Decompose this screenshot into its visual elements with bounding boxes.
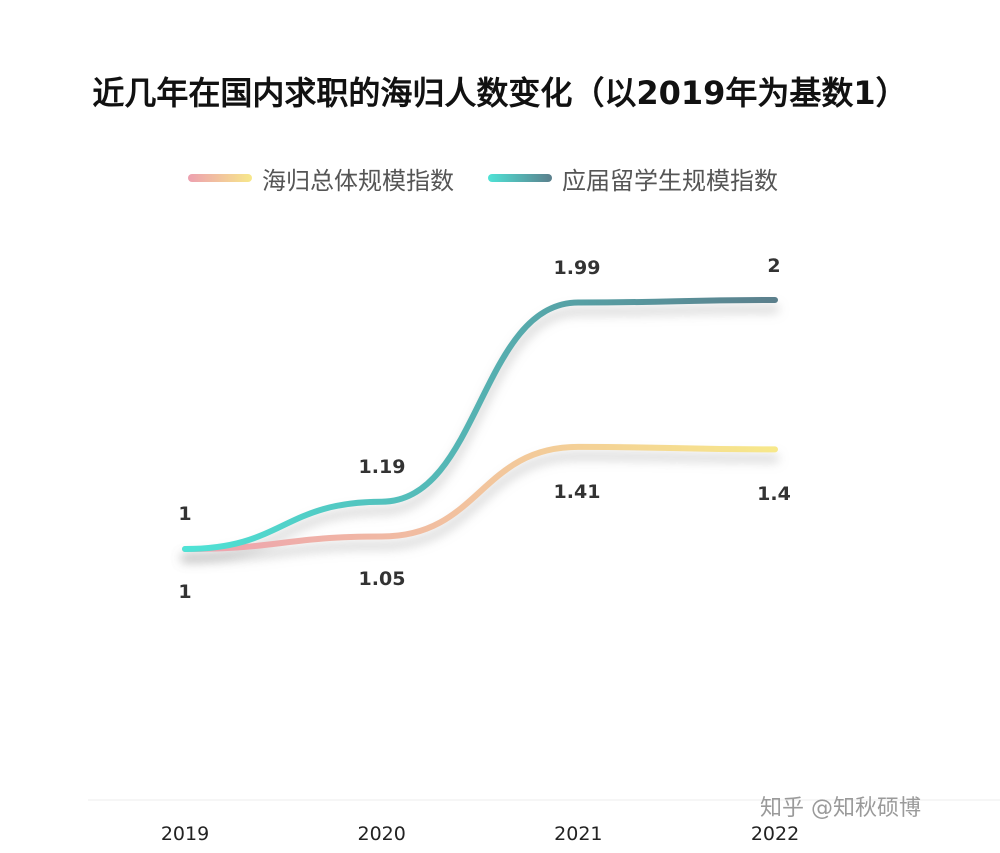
chart-title: 近几年在国内求职的海归人数变化（以2019年为基数1） — [92, 74, 908, 112]
legend: 海归总体规模指数 应届留学生规模指数 — [0, 158, 1000, 198]
x-tick-label-2019: 2019 — [161, 823, 209, 845]
data-label-s0-2022: 1.4 — [757, 483, 791, 505]
x-tick-label-2020: 2020 — [357, 823, 405, 845]
data-label-s0-2019: 1 — [178, 581, 191, 603]
series-shadow-1 — [180, 304, 780, 563]
series-line-1 — [182, 297, 778, 552]
legend-label-overall: 海归总体规模指数 — [262, 166, 454, 195]
data-label-s0-2021: 1.41 — [554, 481, 601, 503]
x-tick-label-2022: 2022 — [751, 823, 799, 845]
data-label-s1-2020: 1.19 — [359, 456, 406, 478]
x-tick-label-2021: 2021 — [554, 823, 602, 845]
legend-swatch-overall — [188, 174, 252, 182]
watermark: 知乎 @知秋硕博 — [760, 796, 921, 821]
legend-swatch-fresh-graduates — [488, 174, 552, 182]
data-label-s1-2019: 1 — [178, 503, 191, 525]
series-shadow-0 — [180, 451, 780, 563]
series-line-0 — [182, 443, 778, 552]
data-label-s0-2020: 1.05 — [359, 568, 406, 590]
legend-item-overall: 海归总体规模指数 — [188, 158, 454, 198]
legend-label-fresh-graduates: 应届留学生规模指数 — [562, 166, 778, 195]
data-label-s1-2021: 1.99 — [554, 257, 601, 279]
data-label-s1-2022: 2 — [767, 255, 780, 277]
legend-item-fresh-graduates: 应届留学生规模指数 — [488, 158, 778, 198]
